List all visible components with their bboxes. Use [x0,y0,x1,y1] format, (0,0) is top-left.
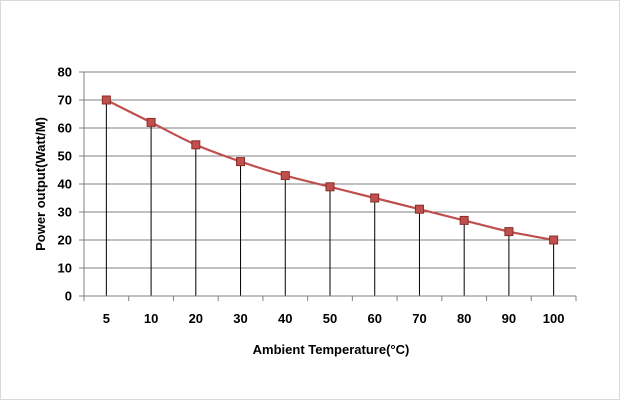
x-tick-label: 60 [367,311,381,326]
x-tick-label: 40 [278,311,292,326]
data-point-marker [101,95,111,105]
axes [79,71,577,301]
x-tick-label: 70 [412,311,426,326]
x-tick-label: 80 [457,311,471,326]
x-axis-title: Ambient Temperature(°C) [253,342,410,357]
x-tick-label: 10 [144,311,158,326]
y-tick-label: 60 [58,121,72,136]
series-power-output [101,95,559,245]
y-tick-label: 70 [58,93,72,108]
y-tick-label: 0 [65,289,72,304]
x-tick-label: 30 [233,311,247,326]
data-point-marker [459,215,469,225]
x-tick-label: 20 [189,311,203,326]
y-tick-label: 80 [58,65,72,80]
x-tick-labels: 5 10 20 30 40 50 60 70 80 90 100 [103,311,565,326]
data-point-marker [549,235,559,245]
data-point-marker [414,204,424,214]
y-tick-label: 20 [58,233,72,248]
y-tick-labels: 0 10 20 30 40 50 60 70 80 [58,65,72,304]
y-tick-label: 10 [58,261,72,276]
y-axis-title: Power output(Watt/M) [33,117,48,251]
data-point-marker [191,140,201,150]
data-point-marker [370,193,380,203]
data-point-marker [236,157,246,167]
data-point-marker [325,182,335,192]
x-tick-label: 100 [543,311,565,326]
y-tick-label: 40 [58,177,72,192]
drop-lines [105,100,555,296]
x-tick-label: 50 [323,311,337,326]
data-point-marker [504,227,514,237]
data-point-marker [280,171,290,181]
y-tick-label: 50 [58,149,72,164]
data-point-marker [146,117,156,127]
x-tick-label: 5 [103,311,110,326]
x-tick-label: 90 [502,311,516,326]
y-tick-label: 30 [58,205,72,220]
